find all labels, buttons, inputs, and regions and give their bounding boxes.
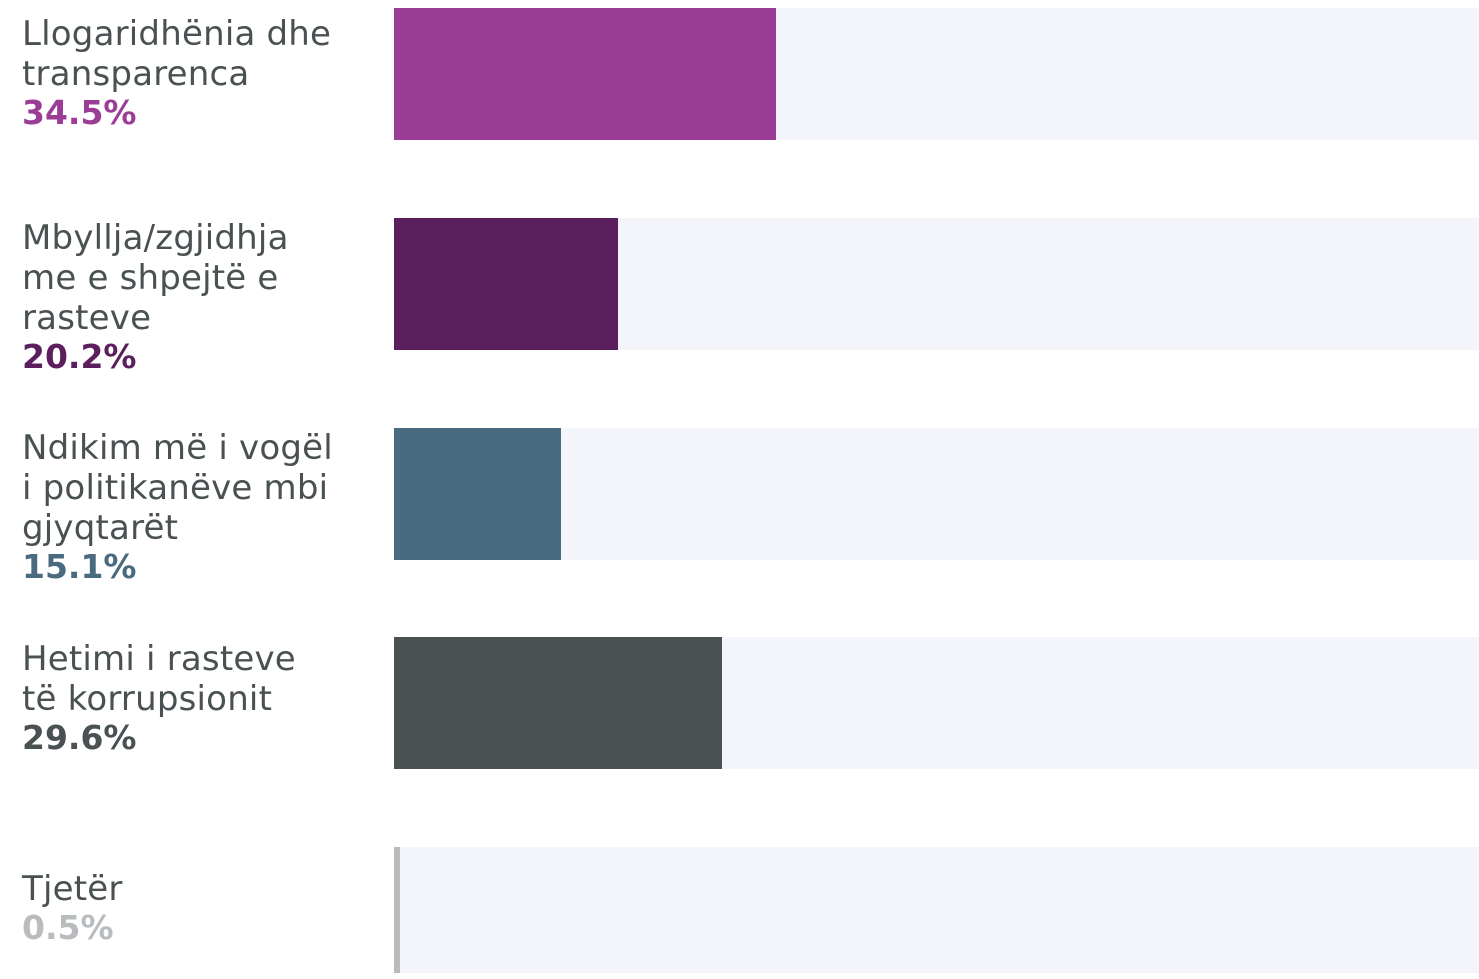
bar-label-block: Tjetër 0.5% [22, 869, 367, 947]
bar-track [394, 218, 1479, 350]
bar-label-block: Llogaridhënia dhe transparenca 34.5% [22, 14, 367, 132]
bar-row: Mbyllja/zgjidhja me e shpejtë e rasteve 2… [0, 218, 1479, 376]
bar-row: Llogaridhënia dhe transparenca 34.5% [0, 8, 1479, 140]
value-label: 20.2% [22, 337, 137, 376]
category-label: Mbyllja/zgjidhja me e shpejtë e rasteve [22, 218, 289, 338]
value-label: 29.6% [22, 718, 137, 757]
bar-label-block: Hetimi i rasteve të korrupsionit 29.6% [22, 639, 367, 757]
value-label: 34.5% [22, 93, 137, 132]
bar-track [394, 637, 1479, 769]
bar-row: Tjetër 0.5% [0, 847, 1479, 979]
bar [394, 637, 722, 769]
bar-track [394, 8, 1479, 140]
bar-track [394, 847, 1479, 973]
category-label: Hetimi i rasteve të korrupsionit [22, 639, 296, 719]
bar [394, 847, 400, 973]
bar [394, 218, 618, 350]
bar-label-block: Mbyllja/zgjidhja me e shpejtë e rasteve 2… [22, 218, 367, 376]
category-label: Llogaridhënia dhe transparenca [22, 14, 332, 94]
bar-row: Hetimi i rasteve të korrupsionit 29.6% [0, 637, 1479, 769]
category-label: Tjetër [22, 869, 123, 909]
category-label: Ndikim më i vogël i politikanëve mbi gjy… [22, 428, 333, 548]
bar-row: Ndikim më i vogël i politikanëve mbi gjy… [0, 428, 1479, 586]
bar [394, 428, 562, 560]
value-label: 15.1% [22, 547, 137, 586]
value-label: 0.5% [22, 908, 114, 947]
bar-label-block: Ndikim më i vogël i politikanëve mbi gjy… [22, 428, 367, 586]
bar-track [394, 428, 1479, 560]
bar [394, 8, 776, 140]
